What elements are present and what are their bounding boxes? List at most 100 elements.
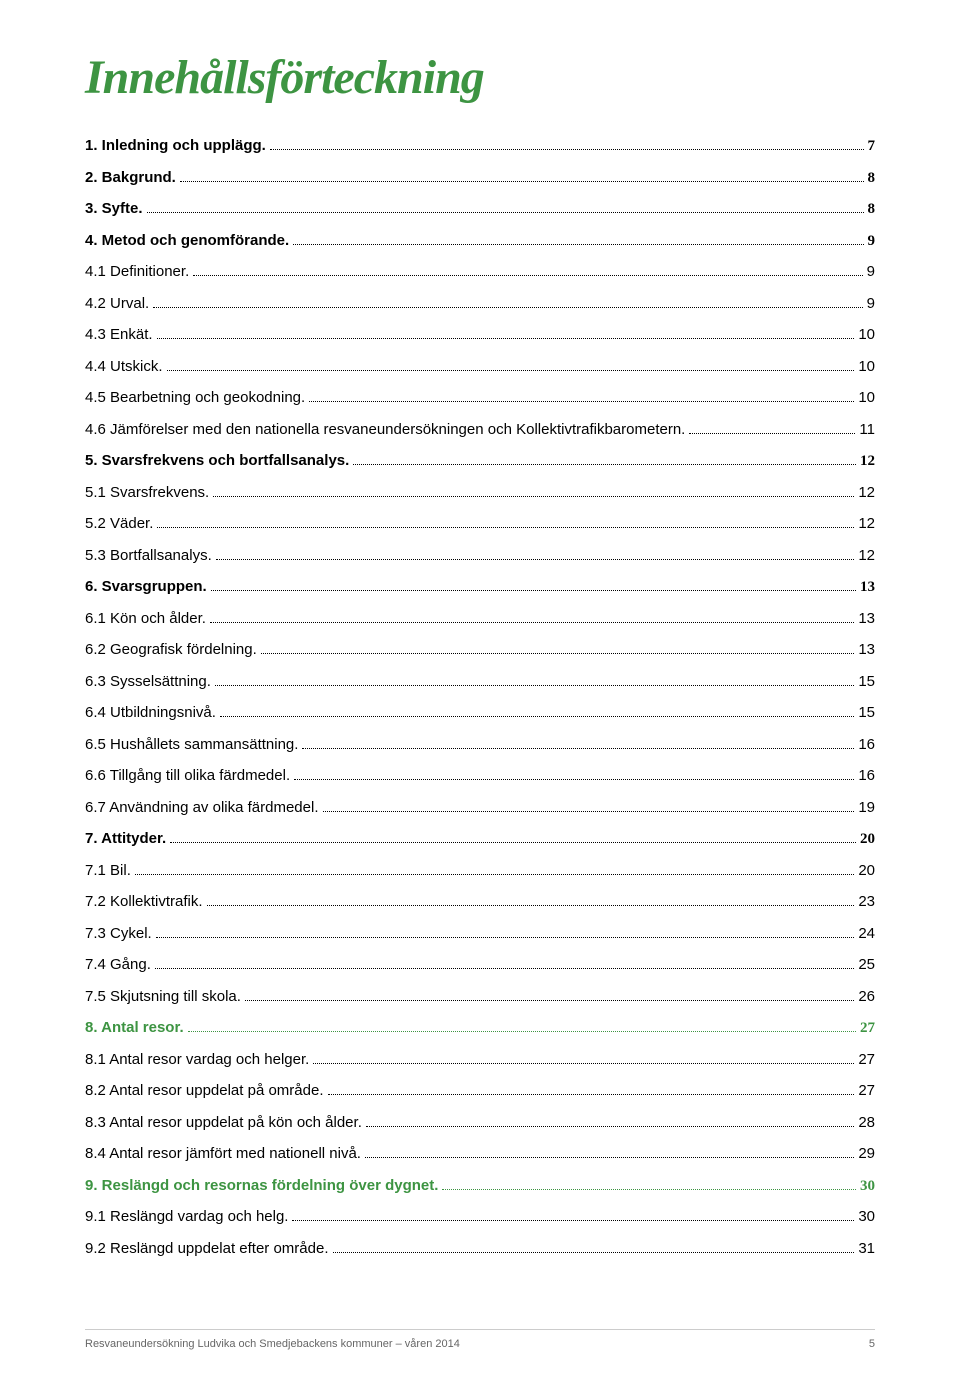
toc-entry: 9.2 Reslängd uppdelat efter område.31 <box>85 1238 875 1261</box>
toc-leader-dots <box>365 1157 854 1158</box>
toc-entry: 7.4 Gång.25 <box>85 954 875 977</box>
toc-entry-page: 8 <box>868 198 876 221</box>
toc-entry-label: 9. Reslängd och resornas fördelning över… <box>85 1175 438 1198</box>
toc-entry-page: 29 <box>858 1143 875 1166</box>
toc-entry: 6.1 Kön och ålder. 13 <box>85 608 875 631</box>
toc-leader-dots <box>261 653 855 654</box>
toc-entry: 3. Syfte. 8 <box>85 198 875 221</box>
toc-entry-page: 10 <box>858 387 875 410</box>
toc-entry-label: 4.3 Enkät. <box>85 324 153 347</box>
toc-leader-dots <box>366 1126 854 1127</box>
toc-entry: 6.4 Utbildningsnivå. 15 <box>85 702 875 725</box>
toc-entry-label: 7.5 Skjutsning till skola. <box>85 986 241 1009</box>
toc-entry-label: 5.3 Bortfallsanalys. <box>85 545 212 568</box>
toc-entry: 6.7 Användning av olika färdmedel.19 <box>85 797 875 820</box>
toc-entry-label: 7. Attityder. <box>85 828 166 851</box>
toc-entry-label: 7.3 Cykel. <box>85 923 152 946</box>
toc-entry-label: 8.3 Antal resor uppdelat på kön och ålde… <box>85 1112 362 1135</box>
toc-entry: 7.3 Cykel. 24 <box>85 923 875 946</box>
toc-entry-page: 11 <box>859 419 875 442</box>
toc-leader-dots <box>689 433 855 434</box>
toc-entry-label: 9.2 Reslängd uppdelat efter område. <box>85 1238 329 1261</box>
page-footer: Resvaneundersökning Ludvika och Smedjeba… <box>85 1329 875 1350</box>
toc-leader-dots <box>294 779 854 780</box>
toc-entry: 9. Reslängd och resornas fördelning över… <box>85 1175 875 1198</box>
toc-entry-page: 27 <box>860 1017 875 1040</box>
toc-entry-label: 4.6 Jämförelser med den nationella resva… <box>85 419 685 442</box>
toc-entry: 4.3 Enkät. 10 <box>85 324 875 347</box>
toc-leader-dots <box>333 1252 855 1253</box>
toc-leader-dots <box>216 559 855 560</box>
toc-entry: 6.2 Geografisk fördelning. 13 <box>85 639 875 662</box>
toc-leader-dots <box>156 937 855 938</box>
toc-leader-dots <box>157 338 855 339</box>
toc-entry-page: 10 <box>858 356 875 379</box>
toc-entry: 4. Metod och genomförande.9 <box>85 230 875 253</box>
toc-entry: 6.3 Sysselsättning.15 <box>85 671 875 694</box>
toc-entry: 8.3 Antal resor uppdelat på kön och ålde… <box>85 1112 875 1135</box>
toc-entry: 7.2 Kollektivtrafik. 23 <box>85 891 875 914</box>
toc-leader-dots <box>210 622 854 623</box>
toc-entry-label: 7.2 Kollektivtrafik. <box>85 891 203 914</box>
toc-leader-dots <box>147 212 864 213</box>
toc-entry-label: 7.4 Gång. <box>85 954 151 977</box>
toc-entry-label: 6.6 Tillgång till olika färdmedel. <box>85 765 290 788</box>
toc-entry: 4.5 Bearbetning och geokodning. 10 <box>85 387 875 410</box>
toc-entry-page: 20 <box>860 828 875 851</box>
toc-entry: 5.1 Svarsfrekvens.12 <box>85 482 875 505</box>
toc-entry: 4.2 Urval.9 <box>85 293 875 316</box>
toc-entry-page: 30 <box>860 1175 875 1198</box>
toc-entry-page: 26 <box>858 986 875 1009</box>
toc-entry-page: 13 <box>858 608 875 631</box>
toc-entry-label: 8. Antal resor. <box>85 1017 184 1040</box>
toc-leader-dots <box>442 1189 856 1190</box>
toc-entry: 6.5 Hushållets sammansättning.16 <box>85 734 875 757</box>
toc-entry-page: 24 <box>858 923 875 946</box>
toc-entry-page: 10 <box>858 324 875 347</box>
toc-entry-page: 7 <box>868 135 876 158</box>
toc-entry-label: 3. Syfte. <box>85 198 143 221</box>
toc-entry-page: 13 <box>858 639 875 662</box>
toc-entry-label: 6.5 Hushållets sammansättning. <box>85 734 298 757</box>
toc-entry-label: 5.1 Svarsfrekvens. <box>85 482 209 505</box>
toc-leader-dots <box>213 496 854 497</box>
toc-leader-dots <box>292 1220 854 1221</box>
toc-entry-page: 12 <box>860 450 875 473</box>
toc-entry-label: 4.4 Utskick. <box>85 356 163 379</box>
footer-page-number: 5 <box>869 1338 875 1350</box>
toc-leader-dots <box>245 1000 854 1001</box>
toc-leader-dots <box>167 370 855 371</box>
toc-entry: 5.3 Bortfallsanalys. 12 <box>85 545 875 568</box>
toc-entry: 6.6 Tillgång till olika färdmedel.16 <box>85 765 875 788</box>
toc-entry-label: 5.2 Väder. <box>85 513 153 536</box>
toc-entry: 8.2 Antal resor uppdelat på område.27 <box>85 1080 875 1103</box>
toc-entry-page: 30 <box>858 1206 875 1229</box>
toc-leader-dots <box>302 748 854 749</box>
toc-entry-label: 6.4 Utbildningsnivå. <box>85 702 216 725</box>
toc-entry-label: 8.1 Antal resor vardag och helger. <box>85 1049 309 1072</box>
toc-entry-page: 9 <box>867 293 875 316</box>
toc-entry-page: 12 <box>858 545 875 568</box>
toc-leader-dots <box>353 464 856 465</box>
toc-entry: 2. Bakgrund.8 <box>85 167 875 190</box>
toc-entry-page: 9 <box>867 261 875 284</box>
toc-entry: 8. Antal resor. 27 <box>85 1017 875 1040</box>
toc-entry: 5.2 Väder.12 <box>85 513 875 536</box>
toc-leader-dots <box>188 1031 856 1032</box>
toc-entry-label: 4.5 Bearbetning och geokodning. <box>85 387 305 410</box>
toc-list: 1. Inledning och upplägg. 7 2. Bakgrund.8 3… <box>85 135 875 1260</box>
toc-entry-label: 6.7 Användning av olika färdmedel. <box>85 797 319 820</box>
toc-entry-label: 1. Inledning och upplägg. <box>85 135 266 158</box>
toc-entry: 8.4 Antal resor jämfört med nationell ni… <box>85 1143 875 1166</box>
toc-entry-label: 6.3 Sysselsättning. <box>85 671 211 694</box>
toc-entry-page: 15 <box>858 702 875 725</box>
toc-entry-label: 6.2 Geografisk fördelning. <box>85 639 257 662</box>
toc-entry-label: 8.2 Antal resor uppdelat på område. <box>85 1080 324 1103</box>
toc-leader-dots <box>293 244 863 245</box>
toc-entry-label: 6.1 Kön och ålder. <box>85 608 206 631</box>
footer-left-text: Resvaneundersökning Ludvika och Smedjeba… <box>85 1338 460 1350</box>
toc-entry-page: 8 <box>868 167 876 190</box>
toc-entry-page: 23 <box>858 891 875 914</box>
toc-leader-dots <box>328 1094 855 1095</box>
toc-entry: 7. Attityder. 20 <box>85 828 875 851</box>
